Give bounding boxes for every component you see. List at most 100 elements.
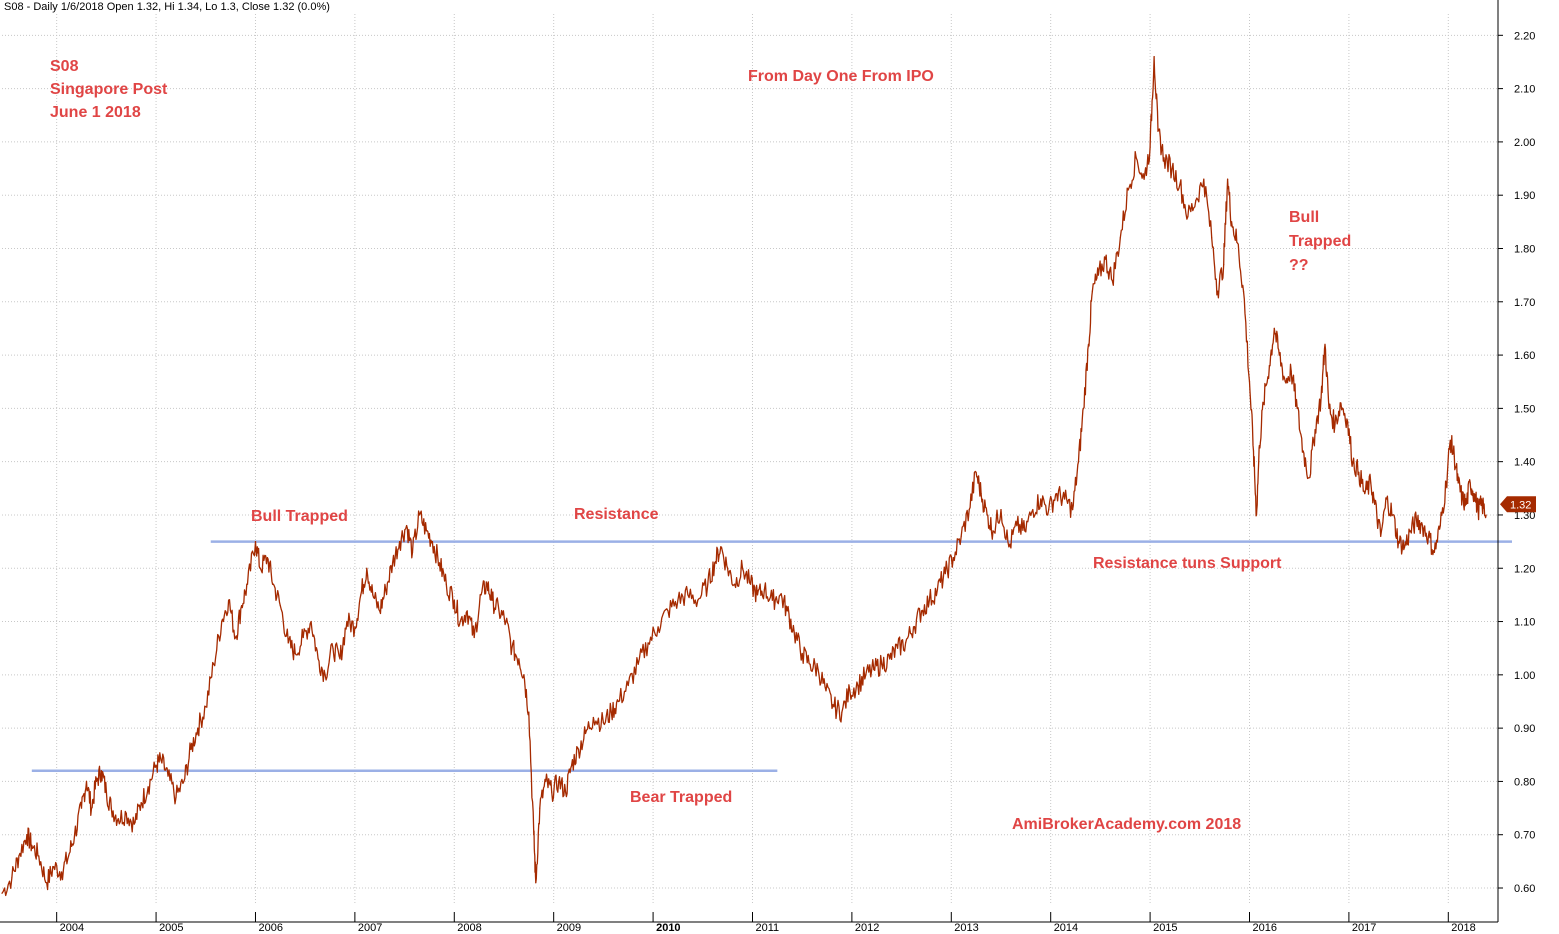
price-point bbox=[1445, 482, 1447, 484]
price-point bbox=[889, 658, 891, 660]
price-point bbox=[801, 652, 803, 655]
price-point bbox=[637, 663, 639, 665]
price-point bbox=[228, 599, 230, 601]
price-point bbox=[528, 711, 530, 713]
price-point bbox=[1485, 514, 1487, 516]
price-point bbox=[1296, 407, 1298, 409]
price-point bbox=[38, 855, 40, 857]
x-tick-label: 2008 bbox=[457, 922, 481, 934]
price-point bbox=[360, 594, 362, 596]
x-tick-label: 2014 bbox=[1054, 922, 1078, 934]
y-tick-label: 1.50 bbox=[1514, 403, 1535, 415]
price-point bbox=[147, 786, 149, 788]
price-point bbox=[1302, 450, 1304, 452]
x-tick-label: 2018 bbox=[1451, 922, 1475, 934]
price-point bbox=[1340, 402, 1342, 404]
price-point bbox=[1217, 290, 1219, 292]
price-point bbox=[592, 716, 595, 719]
price-point bbox=[1097, 274, 1099, 276]
price-point bbox=[535, 882, 537, 884]
price-point bbox=[647, 642, 649, 644]
annotation-bull-trapped-right-3: ?? bbox=[1289, 257, 1309, 274]
y-tick-label: 2.10 bbox=[1514, 84, 1535, 96]
price-point bbox=[1364, 493, 1366, 495]
price-point bbox=[980, 493, 982, 495]
price-point bbox=[1153, 56, 1155, 58]
price-point bbox=[11, 876, 13, 879]
annotation-date: June 1 2018 bbox=[50, 104, 141, 121]
price-point bbox=[167, 775, 169, 777]
price-point bbox=[1421, 525, 1424, 527]
price-point bbox=[1284, 381, 1286, 383]
price-point bbox=[1392, 514, 1394, 516]
price-point bbox=[1237, 242, 1239, 244]
price-point bbox=[1252, 450, 1255, 452]
price-point bbox=[1087, 343, 1090, 345]
price-point bbox=[523, 674, 525, 676]
price-point bbox=[1262, 402, 1264, 404]
price-point bbox=[425, 530, 427, 532]
price-point bbox=[105, 791, 107, 793]
price-point bbox=[31, 844, 33, 847]
price-point bbox=[486, 583, 488, 585]
price-point bbox=[411, 551, 414, 553]
price-point bbox=[897, 647, 899, 649]
x-tick-label: 2016 bbox=[1252, 922, 1276, 934]
price-point bbox=[1386, 498, 1388, 500]
price-point bbox=[1064, 498, 1066, 500]
price-point bbox=[1358, 471, 1360, 473]
price-point bbox=[74, 834, 76, 836]
x-tick-label: 2011 bbox=[755, 922, 779, 934]
price-point bbox=[317, 658, 319, 660]
price-point bbox=[392, 562, 394, 564]
price-point bbox=[565, 791, 567, 793]
price-point bbox=[254, 541, 257, 543]
price-point bbox=[627, 684, 629, 687]
price-point bbox=[133, 823, 135, 825]
price-point bbox=[406, 525, 408, 527]
x-tick-label: 2005 bbox=[159, 922, 183, 934]
price-point bbox=[1242, 290, 1245, 292]
price-point bbox=[1290, 370, 1292, 372]
annotation-bull-trapped-left: Bull Trapped bbox=[251, 508, 348, 525]
price-point bbox=[453, 599, 455, 601]
price-point bbox=[841, 711, 843, 713]
price-point bbox=[1404, 546, 1406, 548]
annotation-symbol: S08 bbox=[50, 58, 79, 75]
price-point bbox=[986, 514, 988, 516]
price-point bbox=[53, 866, 55, 868]
price-point bbox=[46, 882, 48, 884]
price-point bbox=[90, 807, 93, 809]
price-point bbox=[1195, 199, 1197, 202]
price-point bbox=[1104, 258, 1106, 260]
price-point bbox=[1231, 221, 1233, 223]
last-price-marker bbox=[1500, 496, 1536, 513]
x-tick-label: 2010 bbox=[656, 922, 680, 934]
price-point bbox=[1314, 429, 1316, 431]
price-point bbox=[1082, 407, 1085, 409]
price-point bbox=[1477, 509, 1479, 511]
x-tick-label: 2017 bbox=[1352, 922, 1376, 934]
price-point bbox=[1409, 530, 1412, 532]
price-point bbox=[246, 583, 249, 585]
annotation-bear-trapped: Bear Trapped bbox=[630, 789, 733, 806]
y-tick-label: 0.70 bbox=[1514, 830, 1535, 842]
y-tick-label: 0.90 bbox=[1514, 723, 1535, 735]
price-point bbox=[95, 780, 97, 783]
price-point bbox=[272, 583, 274, 585]
price-point bbox=[117, 818, 119, 820]
price-point bbox=[324, 674, 326, 676]
price-point bbox=[657, 626, 659, 628]
price-point bbox=[68, 855, 70, 857]
price-point bbox=[865, 674, 867, 676]
price-point bbox=[491, 599, 493, 601]
price-point bbox=[155, 764, 157, 767]
price-point bbox=[756, 594, 759, 596]
price-point bbox=[418, 514, 421, 516]
y-tick-label: 1.20 bbox=[1514, 563, 1535, 575]
price-point bbox=[1433, 551, 1435, 553]
price-point bbox=[602, 722, 605, 724]
price-point bbox=[287, 642, 289, 644]
series-layer bbox=[1, 55, 1487, 897]
price-point bbox=[385, 589, 387, 591]
